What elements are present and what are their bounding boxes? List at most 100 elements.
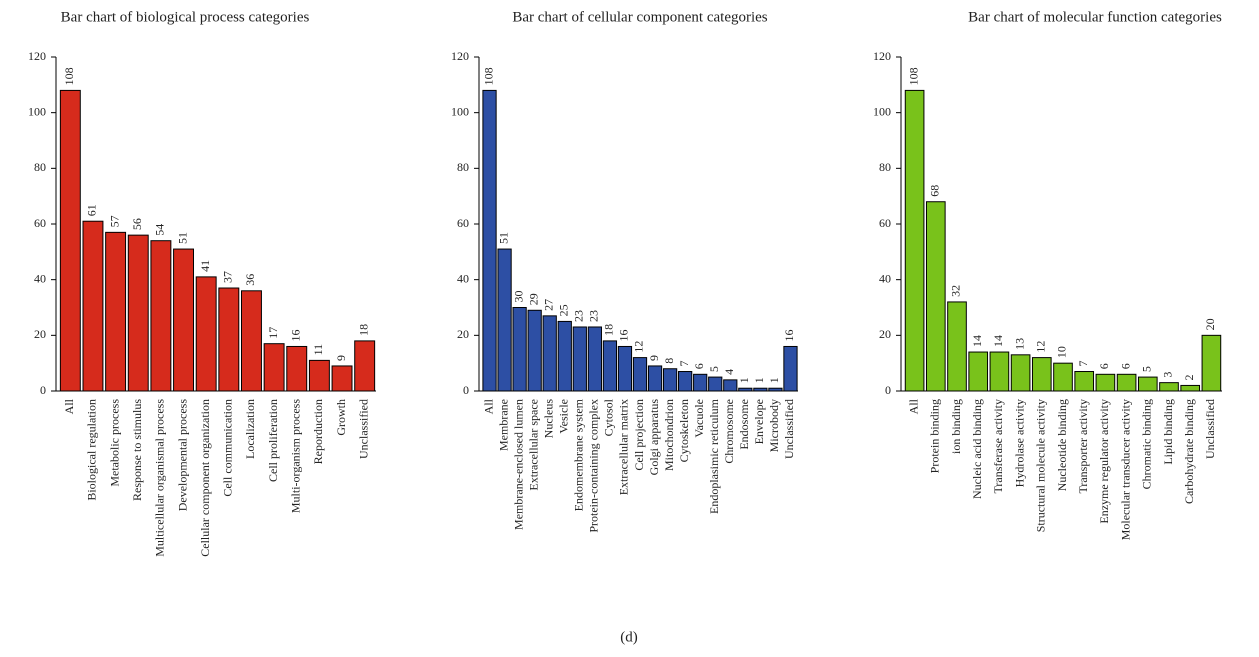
bar (587, 326, 602, 392)
x-tick-label: Extracellular matrix (617, 399, 631, 495)
bar (1074, 371, 1095, 392)
bar (572, 326, 587, 392)
data-label: 1 (752, 377, 766, 383)
bar (753, 387, 768, 392)
data-label: 7 (677, 361, 691, 367)
bar (263, 343, 285, 392)
x-tick-label: Cell communication (221, 399, 235, 497)
chart-title: Bar chart of biological process categori… (61, 9, 310, 25)
x-tick-label: Chromosome (722, 399, 736, 464)
chart-title: Bar chart of molecular function categori… (968, 9, 1222, 25)
data-label: 16 (617, 329, 631, 341)
y-tick-label: 60 (457, 216, 469, 230)
x-tick-label: Nucleotide binding (1055, 399, 1069, 491)
bar (1010, 354, 1031, 392)
data-label: 108 (481, 67, 495, 85)
y-tick-label: 80 (34, 160, 46, 174)
y-tick-label: 40 (457, 271, 469, 285)
x-tick-label: Endomembrane system (572, 398, 586, 511)
data-label: 8 (662, 358, 676, 364)
data-label: 41 (198, 260, 212, 272)
y-tick-label: 60 (34, 216, 46, 230)
bar (482, 89, 497, 392)
data-label: 51 (496, 232, 510, 244)
x-tick-label: Vesicle (557, 399, 571, 434)
bar (738, 387, 753, 392)
x-tick-label: Lipid binding (1161, 399, 1175, 465)
y-tick-label: 0 (885, 383, 891, 397)
bar (602, 340, 618, 392)
data-label: 1 (737, 377, 751, 383)
x-tick-label: Transferase activity (991, 399, 1005, 494)
bar (241, 290, 262, 392)
x-tick-label: Endosome (737, 399, 751, 450)
x-tick-label: Envelope (752, 399, 766, 444)
x-tick-label: Hydrolase activity (1012, 399, 1026, 487)
data-label: 30 (511, 291, 525, 303)
x-tick-label: Response to stimulus (130, 399, 144, 501)
bar (989, 351, 1010, 392)
bar (1031, 357, 1052, 392)
x-tick-label: Biological regulation (85, 399, 99, 501)
x-tick-label: Molecular transducer activity (1118, 399, 1132, 540)
data-label: 6 (1118, 363, 1132, 369)
data-label: 11 (311, 344, 325, 356)
bar (542, 315, 557, 392)
x-tick-label: Cytosol (602, 398, 616, 436)
x-tick-label: Transporter activity (1076, 399, 1090, 494)
bar (150, 240, 172, 392)
x-tick-label: Unclassified (1203, 399, 1217, 459)
x-tick-label: Microbody (767, 399, 781, 452)
bar (947, 301, 967, 392)
data-label: 7 (1076, 361, 1090, 367)
data-label: 57 (107, 215, 121, 227)
data-label: 68 (928, 185, 942, 197)
y-tick-label: 20 (34, 327, 46, 341)
bar (82, 220, 104, 392)
data-label: 27 (541, 299, 555, 311)
x-tick-label: Cell proliferation (266, 399, 280, 482)
bar (647, 365, 663, 392)
x-tick-label: Enzyme regulator activity (1097, 399, 1111, 524)
x-tick-label: Mitochondrion (662, 399, 676, 471)
bar (127, 234, 149, 392)
bar (173, 248, 194, 392)
data-label: 61 (85, 204, 99, 216)
bar (308, 359, 330, 392)
x-tick-label: ion binding (949, 399, 963, 454)
data-label: 18 (356, 324, 370, 336)
x-tick-label: Endoplasimic reticulum (707, 398, 721, 514)
data-label: 37 (221, 271, 235, 283)
bar (105, 231, 127, 392)
data-label: 36 (243, 274, 257, 286)
y-tick-label: 100 (873, 104, 891, 118)
data-label: 23 (587, 310, 601, 322)
bar (925, 201, 946, 392)
data-label: 3 (1161, 372, 1175, 378)
y-tick-label: 40 (879, 271, 891, 285)
x-tick-label: Localization (243, 399, 257, 459)
bar (195, 276, 217, 392)
y-tick-label: 40 (34, 271, 46, 285)
bar (1137, 376, 1158, 392)
data-label: 6 (692, 363, 706, 369)
bar (662, 368, 678, 392)
x-tick-label: Protein-containing complex (587, 399, 601, 533)
x-tick-label: Cell projection (632, 399, 646, 471)
x-tick-label: Developmental process (175, 399, 189, 512)
bar (617, 345, 633, 392)
x-tick-label: Protein binding (928, 399, 942, 473)
x-tick-label: Vacuole (692, 399, 706, 438)
data-label: 108 (906, 67, 920, 85)
data-label: 108 (62, 67, 76, 85)
data-label: 5 (707, 366, 721, 372)
y-tick-label: 80 (879, 160, 891, 174)
x-tick-label: Multicellular organismal process (153, 399, 167, 557)
data-label: 6 (1097, 363, 1111, 369)
caption: (d) (620, 629, 638, 645)
data-label: 18 (602, 324, 616, 336)
y-tick-label: 60 (879, 216, 891, 230)
y-tick-label: 20 (879, 327, 891, 341)
y-tick-label: 120 (451, 49, 469, 63)
data-label: 9 (647, 355, 661, 361)
